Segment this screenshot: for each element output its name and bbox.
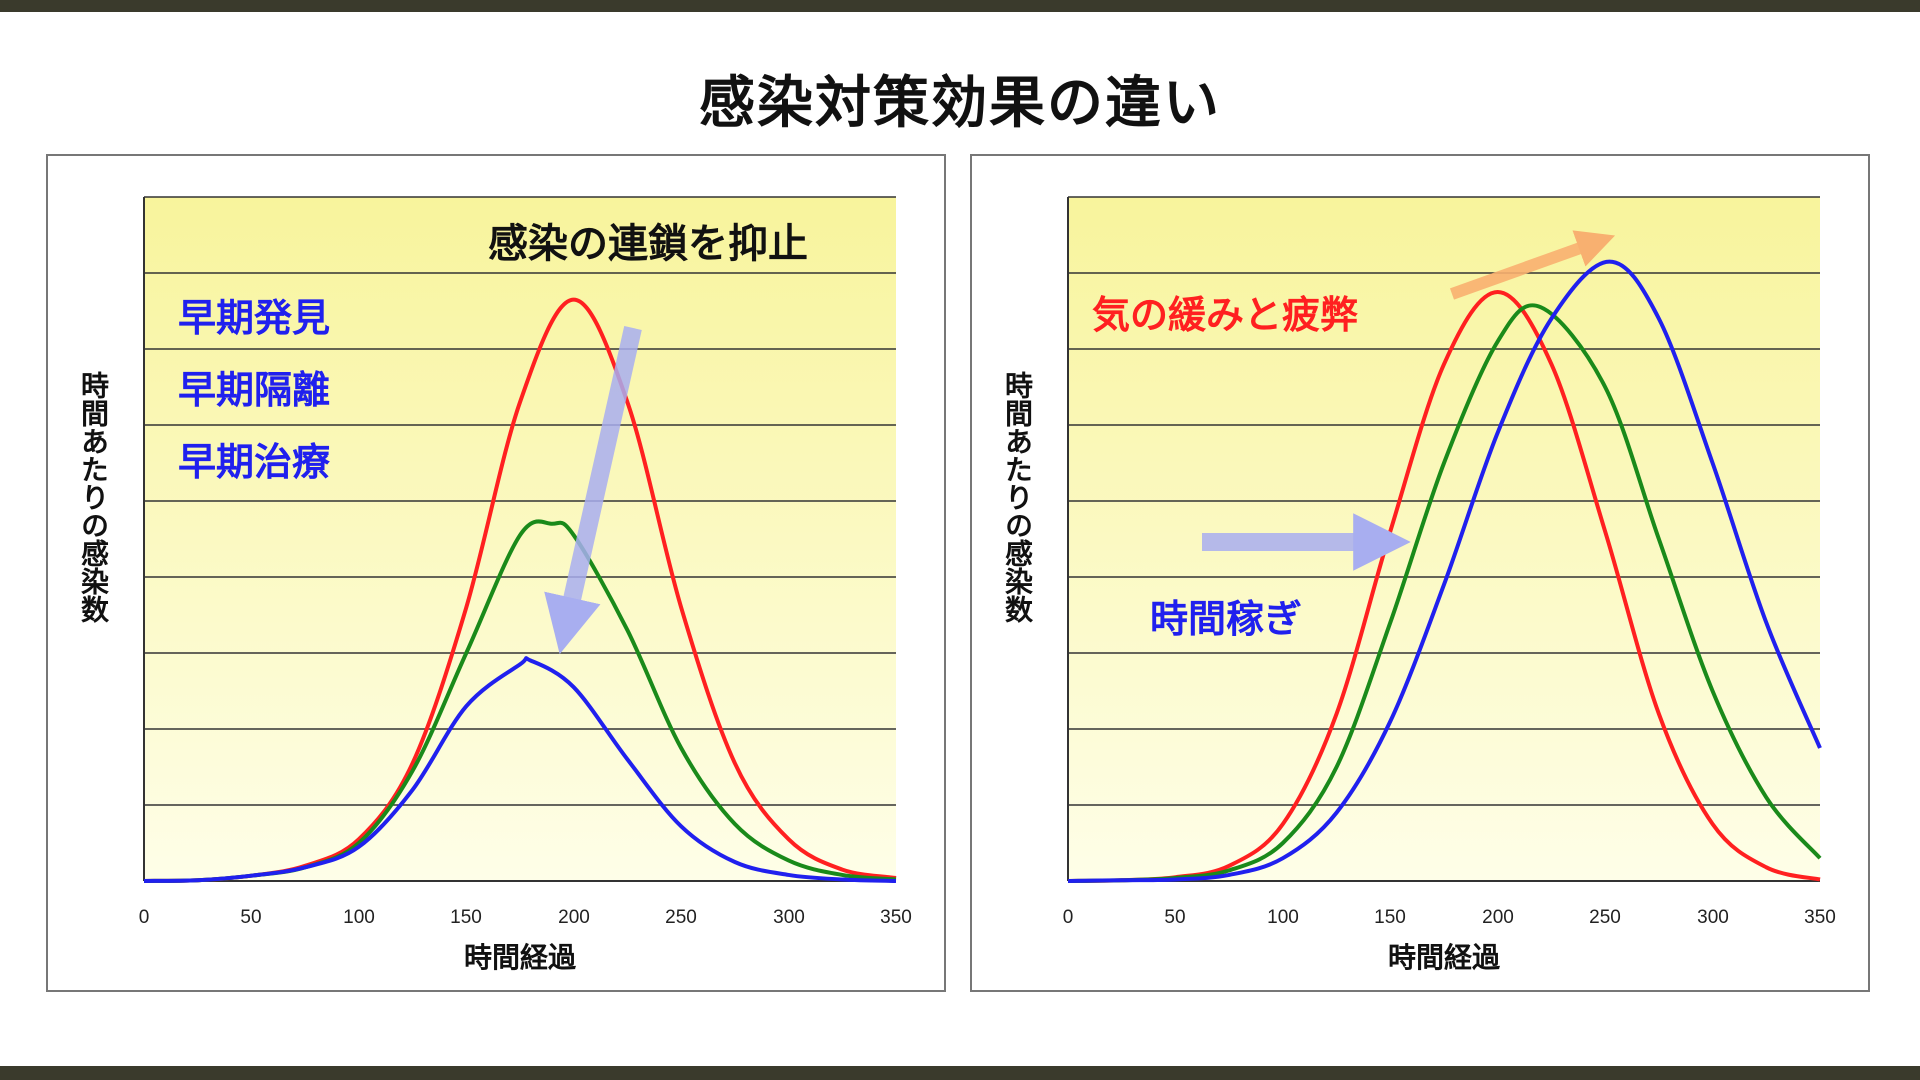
right-plot-area [1068,197,1820,881]
x-tick-label: 50 [1164,907,1186,928]
left-plot-area [144,197,896,881]
annotation-early-isolation: 早期隔離 [178,368,331,412]
y-axis-label: 時間あたりの感染数 [1001,371,1034,623]
page-title: 感染対策効果の違い [699,71,1221,136]
down-arrow-icon [544,326,642,655]
x-tick-label: 0 [1062,907,1074,928]
left-chart-svg [143,196,897,883]
up-right-arrow-icon [1449,230,1616,300]
annotation-complacency-fatigue: 気の緩みと疲弊 [1092,293,1359,337]
x-axis-label: 時間経過 [1387,941,1500,974]
x-tick-label: 100 [1267,907,1299,928]
series-line [1067,259,1822,883]
x-tick-label: 200 [1482,907,1514,928]
x-axis-label: 時間経過 [463,941,576,974]
x-tick-label: 250 [665,907,697,928]
annotation-suppress-chain: 感染の連鎖を抑止 [488,221,808,267]
x-tick-label: 150 [1374,907,1406,928]
series-line [1067,290,1821,883]
annotation-buying-time: 時間稼ぎ [1150,597,1303,641]
y-axis-label: 時間あたりの感染数 [77,371,110,623]
series-line [1067,303,1822,883]
annotation-early-detection: 早期発見 [178,296,331,340]
x-tick-label: 200 [558,907,590,928]
left-chart-panel: 時間あたりの感染数 時間経過 0 50 100 150 200 250 300 … [46,154,946,992]
x-tick-label: 100 [343,907,375,928]
x-tick-label: 250 [1589,907,1621,928]
series-line [143,656,897,883]
x-tick-label: 150 [450,907,482,928]
top-band [0,0,1920,12]
x-tick-label: 300 [1697,907,1729,928]
annotation-early-treatment: 早期治療 [178,440,331,484]
x-tick-label: 50 [240,907,262,928]
x-tick-label: 350 [1804,907,1836,928]
x-tick-label: 0 [138,907,150,928]
right-chart-panel: 時間あたりの感染数 時間経過 0 50 100 150 200 250 300 … [970,154,1870,992]
bottom-band [0,1066,1920,1080]
x-tick-label: 300 [773,907,805,928]
right-chart-svg [1067,196,1822,883]
x-tick-label: 350 [880,907,912,928]
